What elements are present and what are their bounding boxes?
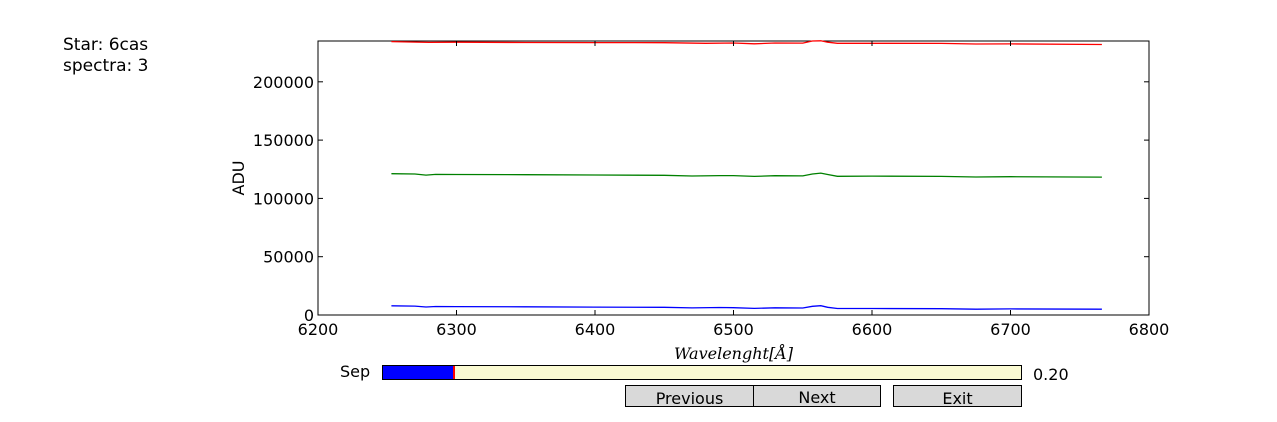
star-label: Star: 6cas — [63, 35, 149, 55]
x-tick-label: 6300 — [436, 320, 477, 339]
sep-slider-fill — [383, 366, 454, 379]
previous-button[interactable]: Previous — [625, 385, 754, 408]
x-tick-label: 6400 — [575, 320, 616, 339]
y-tick-label: 200000 — [253, 73, 314, 92]
x-tick-label: 6600 — [852, 320, 893, 339]
x-tick-label: 6800 — [1129, 320, 1170, 339]
series-line-1 — [391, 40, 1102, 46]
x-tick-label: 6200 — [298, 320, 339, 339]
y-axis-label: ADU — [229, 161, 248, 196]
y-tick-label: 0 — [304, 306, 314, 325]
x-tick-label: 6700 — [990, 320, 1031, 339]
sep-slider-label: Sep — [340, 362, 371, 381]
sep-slider[interactable] — [382, 365, 1022, 380]
x-axis-label: Wavelenght[Å] — [674, 343, 794, 363]
x-tick-label: 6500 — [713, 320, 754, 339]
exit-button[interactable]: Exit — [893, 385, 1022, 408]
next-button[interactable]: Next — [753, 385, 881, 407]
series-line-3 — [391, 305, 1102, 310]
series-line-2 — [391, 172, 1102, 178]
y-tick-label: 150000 — [253, 131, 314, 150]
sep-slider-handle[interactable] — [453, 366, 455, 379]
sep-slider-value: 0.20 — [1033, 365, 1069, 384]
plot-frame — [317, 40, 1150, 316]
y-tick-label: 100000 — [253, 189, 314, 208]
spectra-count-label: spectra: 3 — [63, 56, 149, 76]
y-tick-label: 50000 — [263, 248, 314, 267]
